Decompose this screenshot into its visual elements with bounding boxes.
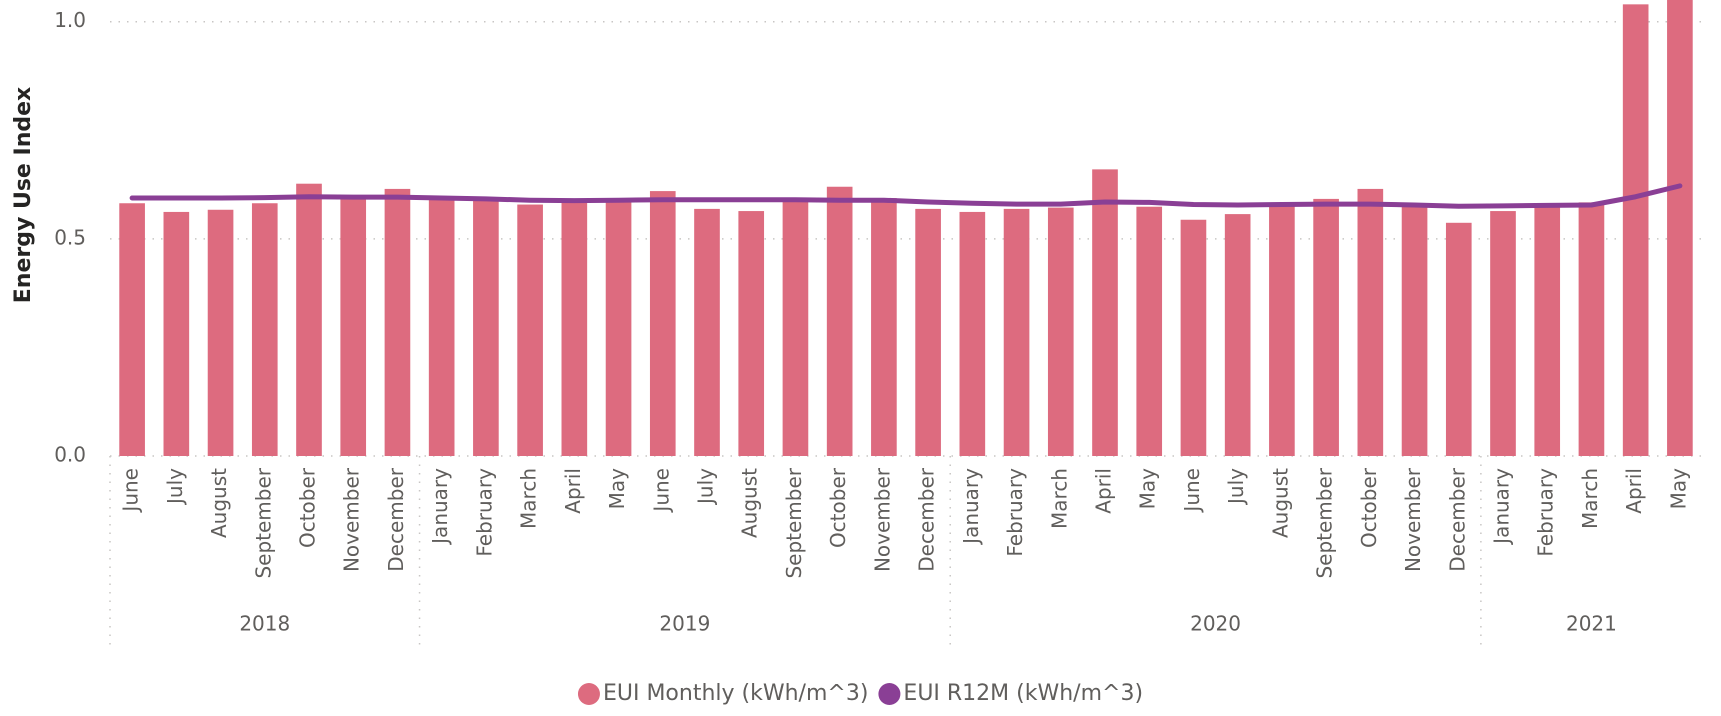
year-label: 2018: [239, 612, 290, 636]
x-tick-label: December: [1445, 467, 1469, 571]
bar: [428, 198, 455, 456]
x-tick-label: July: [1224, 468, 1248, 506]
bar: [738, 211, 765, 456]
bar: [1313, 198, 1339, 456]
x-tick-label: February: [472, 468, 496, 557]
x-tick-label: October: [296, 467, 320, 548]
x-tick-label: April: [561, 468, 585, 514]
bar: [163, 211, 190, 456]
year-label: 2019: [659, 612, 710, 636]
bar: [251, 203, 278, 456]
bar: [1092, 169, 1118, 456]
x-tick-label: February: [1003, 468, 1027, 557]
x-tick-label: July: [163, 468, 187, 506]
x-tick-label: March: [1047, 468, 1071, 529]
x-tick-label: June: [119, 468, 143, 514]
x-tick-label: April: [1622, 468, 1646, 514]
x-tick-label: March: [1578, 468, 1602, 529]
x-tick-label: February: [1534, 468, 1558, 557]
bar: [296, 183, 322, 456]
bar: [826, 186, 853, 456]
x-tick-label: December: [915, 467, 939, 571]
plot-area: [119, 0, 1693, 456]
bar: [871, 198, 897, 456]
bar: [1534, 203, 1561, 456]
legend-marker: [878, 683, 901, 705]
bar: [473, 200, 499, 456]
x-tick-label: September: [251, 467, 275, 578]
x-tick-label: June: [1180, 468, 1204, 514]
y-tick-label: 1.0: [54, 8, 86, 32]
bar: [959, 211, 986, 456]
x-tick-label: September: [1313, 467, 1337, 578]
x-tick-label: November: [870, 467, 894, 572]
bar: [1357, 188, 1384, 456]
y-tick-label: 0.5: [54, 225, 86, 249]
bar: [340, 196, 367, 456]
bar: [1401, 204, 1428, 456]
x-axis: June July August September October November De…: [109, 456, 1690, 648]
x-tick-label: May: [605, 468, 629, 510]
bar: [119, 203, 145, 456]
legend-marker: [577, 683, 600, 705]
x-tick-label: April: [1092, 468, 1116, 514]
x-tick-label: June: [649, 468, 673, 514]
bar: [915, 208, 941, 456]
x-tick-label: August: [738, 468, 762, 538]
bar: [561, 200, 588, 456]
bar: [1003, 208, 1030, 456]
y-tick-label: 0.0: [54, 443, 86, 467]
bar: [517, 204, 543, 456]
x-tick-label: January: [959, 468, 983, 546]
bar: [1180, 219, 1207, 456]
x-tick-label: December: [384, 467, 408, 571]
bar: [1269, 203, 1295, 456]
year-label: 2020: [1190, 612, 1241, 636]
x-tick-label: May: [1666, 468, 1690, 510]
legend-label: EUI R12M (kWh/m^3): [903, 681, 1143, 706]
bar: [1578, 202, 1605, 456]
x-tick-label: August: [207, 468, 231, 538]
bar: [1445, 222, 1472, 456]
x-tick-label: July: [694, 468, 718, 506]
x-tick-label: May: [1136, 468, 1160, 510]
bar: [694, 208, 720, 456]
legend-label: EUI Monthly (kWh/m^3): [603, 681, 868, 706]
x-tick-label: January: [1490, 468, 1514, 546]
bar: [1047, 207, 1074, 456]
bar: [605, 200, 632, 456]
x-tick-label: March: [517, 468, 541, 529]
x-tick-label: October: [826, 467, 850, 548]
x-tick-label: October: [1357, 467, 1381, 548]
bar: [384, 188, 411, 456]
line: [129, 183, 1683, 209]
bar: [1490, 211, 1516, 456]
bar: [649, 191, 676, 456]
bar: [782, 200, 809, 456]
grid: 0.0 0.5 1.0: [54, 8, 1702, 467]
y-axis-title: Energy Use Index: [11, 87, 36, 303]
bar: [1622, 4, 1649, 456]
bar: [1224, 214, 1251, 456]
bar: [1136, 206, 1163, 456]
x-tick-label: August: [1268, 468, 1292, 538]
year-label: 2021: [1566, 612, 1617, 636]
bar: [1667, 0, 1693, 456]
bar: [207, 209, 234, 456]
x-tick-label: January: [428, 468, 452, 546]
x-tick-label: November: [340, 467, 364, 572]
legend: EUI Monthly (kWh/m^3) EUI R12M (kWh/m^3): [577, 681, 1143, 706]
x-tick-label: November: [1401, 467, 1425, 572]
x-tick-label: September: [782, 467, 806, 578]
